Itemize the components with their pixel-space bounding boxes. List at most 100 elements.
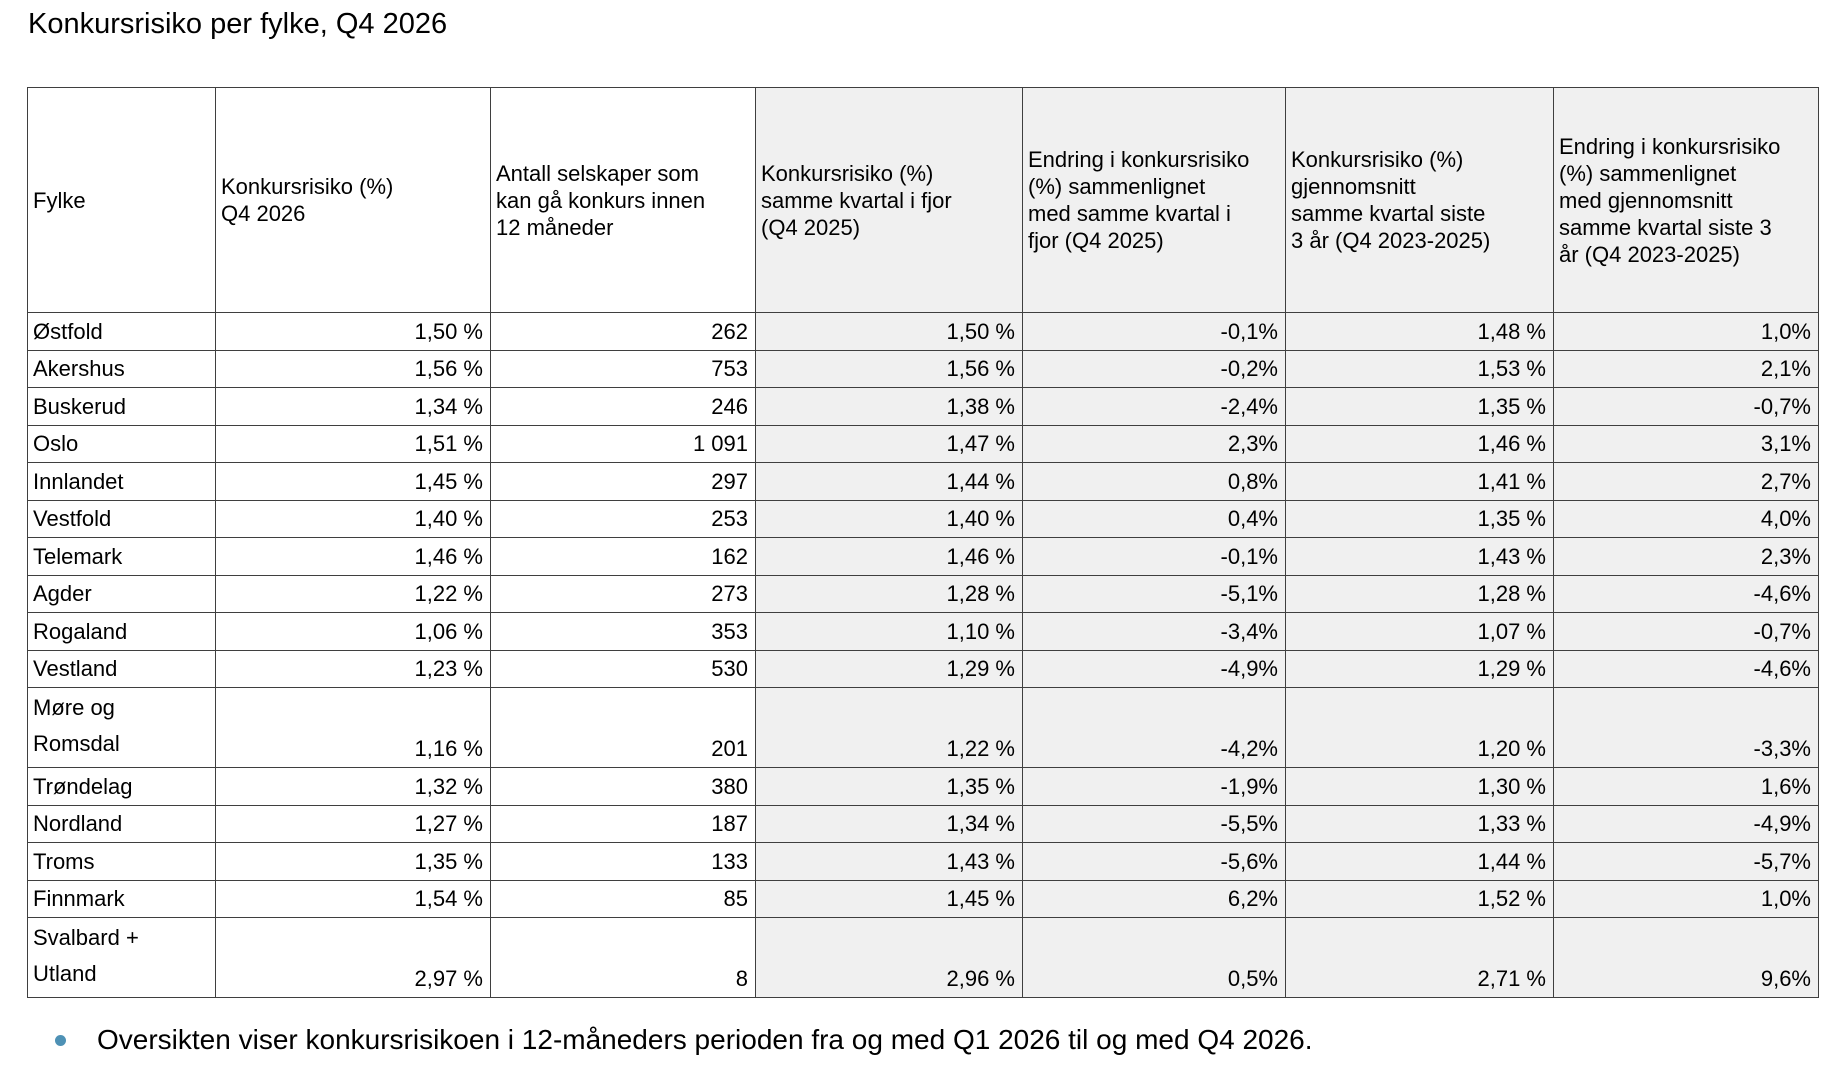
fylke-label: Akershus	[33, 356, 125, 381]
value-cell: 1,56 %	[215, 349, 491, 388]
fylke-cell: Akershus	[27, 349, 216, 388]
value-cell: 1,34 %	[215, 387, 491, 426]
value-cell: 1,54 %	[215, 879, 491, 918]
value-cell: 1,51 %	[215, 424, 491, 463]
col-header-label: Konkursrisiko (%) samme kvartal i fjor (…	[761, 160, 952, 240]
value-cell: 1,35 %	[1285, 387, 1554, 426]
value-cell: 1,34 %	[755, 804, 1023, 843]
value-cell: 1,28 %	[755, 574, 1023, 613]
value-cell: 6,2%	[1022, 879, 1286, 918]
value-cell: 1,0%	[1553, 312, 1819, 351]
fylke-cell: Møre og Romsdal	[27, 687, 216, 768]
value-cell: 1,53 %	[1285, 349, 1554, 388]
value-cell: 1,44 %	[755, 462, 1023, 501]
table-row: Innlandet 1,45 % 297 1,44 % 0,8% 1,41 % 2,7%	[27, 462, 1819, 501]
fylke-label: Buskerud	[33, 393, 126, 419]
value-cell: 2,3%	[1022, 424, 1286, 463]
value-cell: 1,43 %	[755, 842, 1023, 881]
value-cell: -5,7%	[1553, 842, 1819, 881]
value-cell: -5,1%	[1022, 574, 1286, 613]
table-row: Østfold 1,50 % 262 1,50 % -0,1% 1,48 % 1,0%	[27, 312, 1819, 351]
col-header-endring-fjor: Endring i konkursrisiko (%) sammenlignet…	[1022, 87, 1286, 313]
value-cell: 9,6%	[1553, 917, 1819, 998]
value-cell: 1,48 %	[1285, 312, 1554, 351]
value-cell: 380	[490, 767, 756, 806]
value-cell: 753	[490, 349, 756, 388]
value-cell: 1 091	[490, 424, 756, 463]
value-cell: 1,06 %	[215, 612, 491, 651]
col-header-konkursrisiko-q4-2026: Konkursrisiko (%) Q4 2026	[215, 87, 491, 313]
header-row: Fylke Konkursrisiko (%) Q4 2026 Antall s…	[27, 87, 1819, 313]
table-row: Buskerud 1,34 % 246 1,38 % -2,4% 1,35 % -0,7%	[27, 387, 1819, 426]
value-cell: -4,9%	[1553, 804, 1819, 843]
value-cell: -2,4%	[1022, 387, 1286, 426]
value-cell: 262	[490, 312, 756, 351]
fylke-cell: Finnmark	[27, 879, 216, 918]
value-cell: 0,5%	[1022, 917, 1286, 998]
value-cell: 2,97 %	[215, 917, 491, 998]
fylke-cell: Telemark	[27, 537, 216, 576]
value-cell: 2,3%	[1553, 537, 1819, 576]
col-header-label: Konkursrisiko (%) gjennomsnitt samme kva…	[1291, 147, 1491, 253]
table-row: Vestfold 1,40 % 253 1,40 % 0,4% 1,35 % 4,0%	[27, 499, 1819, 538]
fylke-label: Møre og Romsdal	[33, 695, 120, 756]
table-row: Nordland 1,27 % 187 1,34 % -5,5% 1,33 % -4,9%	[27, 804, 1819, 843]
bullet-icon	[55, 1035, 66, 1046]
fylke-cell: Trøndelag	[27, 767, 216, 806]
value-cell: 0,4%	[1022, 499, 1286, 538]
fylke-cell: Agder	[27, 574, 216, 613]
col-header-antall-selskaper: Antall selskaper som kan gå konkurs inne…	[490, 87, 756, 313]
value-cell: 1,40 %	[215, 499, 491, 538]
col-header-konkursrisiko-fjor: Konkursrisiko (%) samme kvartal i fjor (…	[755, 87, 1023, 313]
value-cell: -4,6%	[1553, 649, 1819, 688]
value-cell: 3,1%	[1553, 424, 1819, 463]
table-row: Vestland 1,23 % 530 1,29 % -4,9% 1,29 % -4,6%	[27, 649, 1819, 688]
fylke-label: Østfold	[33, 318, 103, 344]
page-title: Konkursrisiko per fylke, Q4 2026	[28, 8, 448, 40]
fylke-cell: Vestfold	[27, 499, 216, 538]
value-cell: -0,7%	[1553, 387, 1819, 426]
value-cell: 1,40 %	[755, 499, 1023, 538]
col-header-konkursrisiko-gjennomsnitt: Konkursrisiko (%) gjennomsnitt samme kva…	[1285, 87, 1554, 313]
value-cell: -1,9%	[1022, 767, 1286, 806]
value-cell: 201	[490, 687, 756, 768]
value-cell: 1,29 %	[755, 649, 1023, 688]
value-cell: 1,20 %	[1285, 687, 1554, 768]
table-row: Finnmark 1,54 % 85 1,45 % 6,2% 1,52 % 1,0%	[27, 879, 1819, 918]
value-cell: 1,32 %	[215, 767, 491, 806]
fylke-cell: Oslo	[27, 424, 216, 463]
value-cell: 1,52 %	[1285, 879, 1554, 918]
fylke-label: Nordland	[33, 811, 123, 836]
value-cell: 1,35 %	[755, 767, 1023, 806]
fylke-label: Telemark	[33, 543, 123, 569]
fylke-cell: Østfold	[27, 312, 216, 351]
value-cell: 1,47 %	[755, 424, 1023, 463]
fylke-cell: Troms	[27, 842, 216, 881]
value-cell: 1,35 %	[215, 842, 491, 881]
value-cell: 1,43 %	[1285, 537, 1554, 576]
value-cell: 2,7%	[1553, 462, 1819, 501]
value-cell: 162	[490, 537, 756, 576]
value-cell: 1,35 %	[1285, 499, 1554, 538]
col-header-label: Endring i konkursrisiko (%) sammenlignet…	[1559, 133, 1781, 267]
value-cell: -0,1%	[1022, 312, 1286, 351]
value-cell: 1,07 %	[1285, 612, 1554, 651]
value-cell: -0,1%	[1022, 537, 1286, 576]
value-cell: 1,46 %	[755, 537, 1023, 576]
value-cell: 1,46 %	[1285, 424, 1554, 463]
fylke-label: Troms	[33, 848, 95, 874]
value-cell: -5,5%	[1022, 804, 1286, 843]
table-row: Oslo 1,51 % 1 091 1,47 % 2,3% 1,46 % 3,1%	[27, 424, 1819, 463]
value-cell: 1,41 %	[1285, 462, 1554, 501]
value-cell: 85	[490, 879, 756, 918]
value-cell: -3,3%	[1553, 687, 1819, 768]
fylke-label: Vestland	[33, 656, 118, 681]
fylke-label: Rogaland	[33, 618, 128, 644]
value-cell: 1,6%	[1553, 767, 1819, 806]
fylke-label: Agder	[33, 581, 92, 606]
value-cell: 1,50 %	[215, 312, 491, 351]
value-cell: 1,44 %	[1285, 842, 1554, 881]
value-cell: -0,7%	[1553, 612, 1819, 651]
value-cell: 133	[490, 842, 756, 881]
col-header-label: Konkursrisiko (%) Q4 2026	[221, 174, 394, 226]
